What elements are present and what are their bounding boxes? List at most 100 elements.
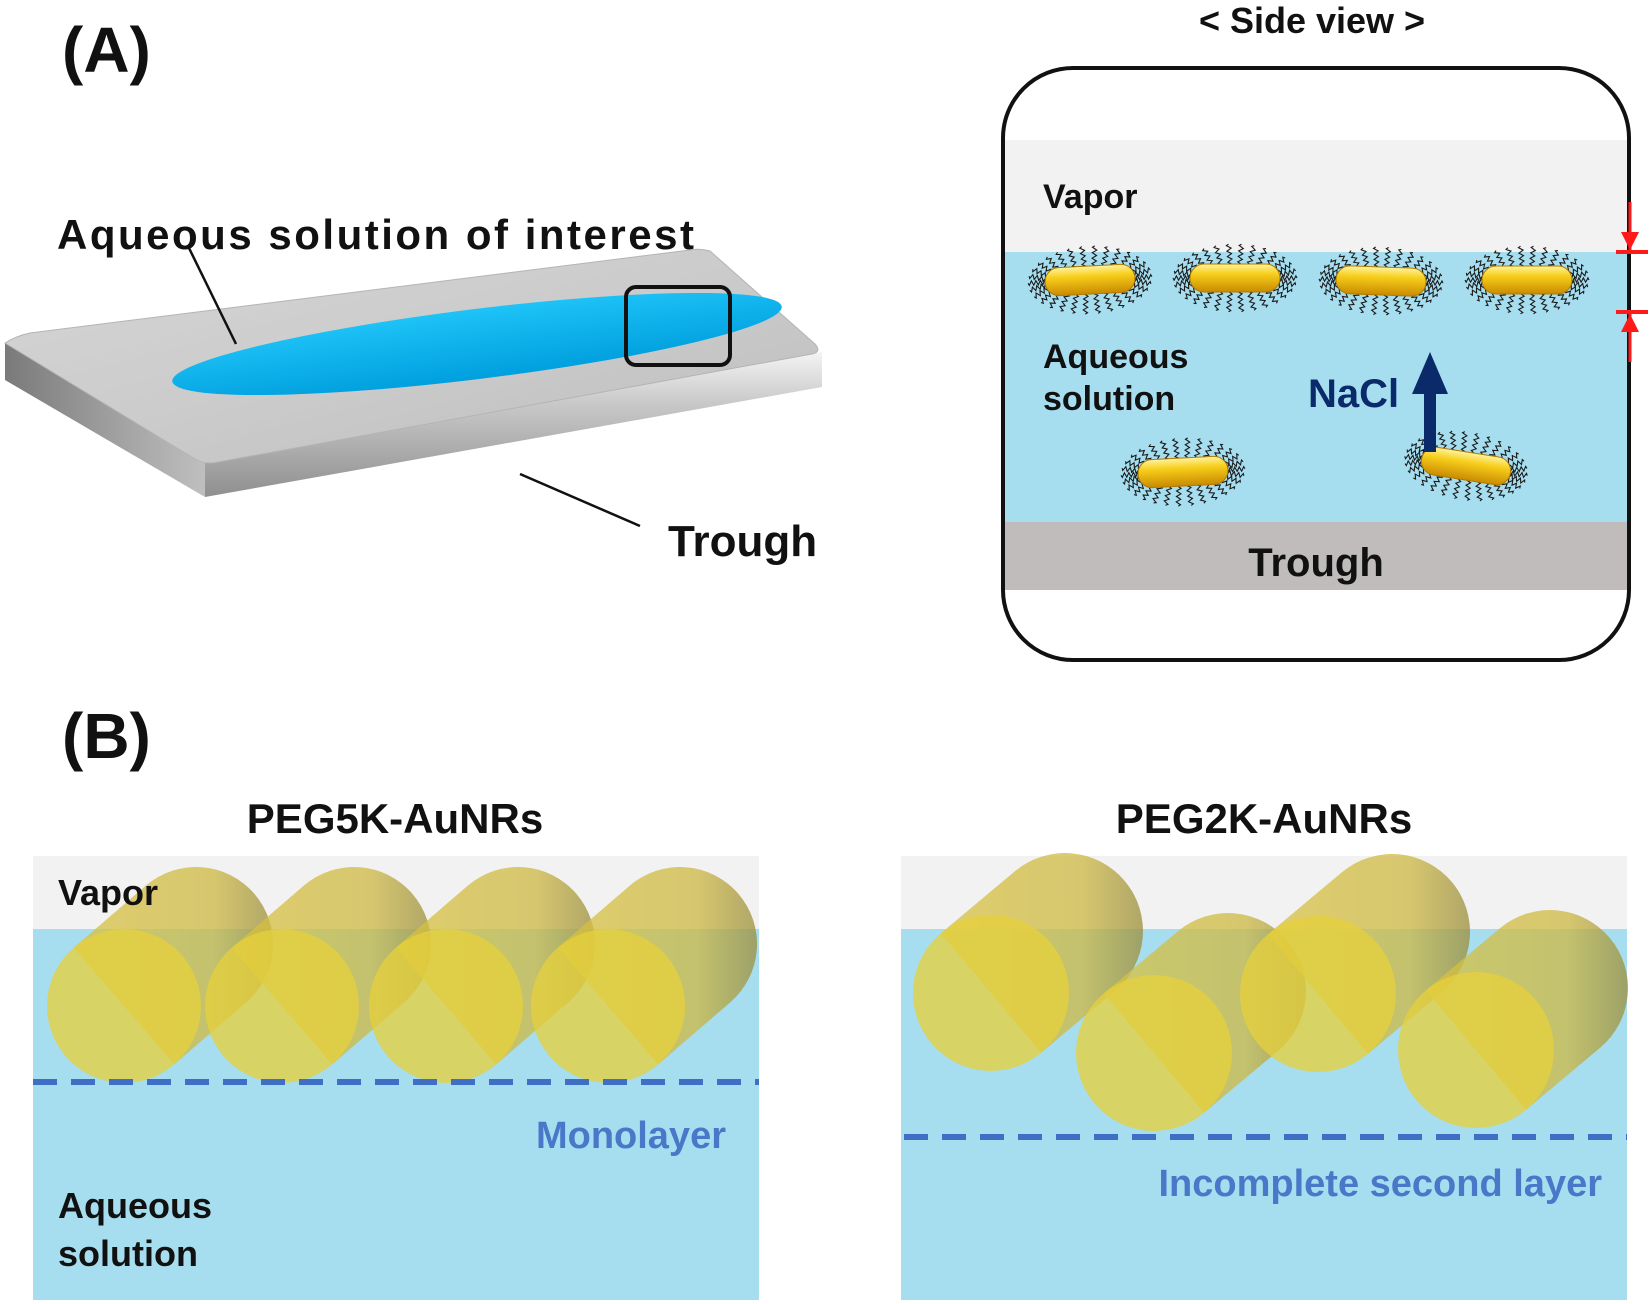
peg-chain (1393, 248, 1404, 271)
peg-chain (1173, 277, 1193, 289)
trough-leader-line (519, 472, 641, 528)
peg-chain (1537, 291, 1549, 313)
peg-chain (1464, 477, 1472, 501)
peg-chain (1569, 269, 1589, 281)
cylinder-end-face (205, 929, 359, 1083)
gold-nanorod-body (1420, 446, 1512, 486)
left-aqueous-label-line2: solution (58, 1233, 198, 1274)
side-view-title: < Side view > (1199, 0, 1425, 41)
trough-front-face (205, 352, 822, 497)
peg-chain (1372, 246, 1380, 270)
peg-chain (1213, 288, 1224, 311)
peg-chain (1185, 483, 1195, 506)
peg-chain (1183, 437, 1191, 461)
peg-chain (1508, 470, 1528, 479)
peg-chain (1225, 458, 1244, 471)
left-monolayer-box (33, 856, 759, 1300)
peg-chain (1225, 289, 1234, 313)
cylinder-end-face (369, 929, 523, 1083)
gold-nanorod-body (1335, 265, 1427, 297)
peg-chain (1159, 440, 1172, 462)
peg-chain (1464, 276, 1484, 284)
gold-nanorod-body (1137, 455, 1229, 489)
peg-chain (1100, 246, 1110, 269)
peg-chain (1358, 291, 1369, 314)
peg-chain (1465, 279, 1485, 291)
side-trough-label: Trough (1248, 541, 1384, 585)
peg-chain (1193, 438, 1203, 461)
peg-chain (1318, 275, 1338, 283)
peg-chain (1173, 268, 1193, 278)
left-aqueous-label-line1: Aqueous (58, 1185, 212, 1226)
aqueous-solution-drop (172, 292, 782, 396)
peg-chain (1172, 274, 1192, 282)
gold-nanorod-body (1044, 263, 1136, 297)
peg-chain (1383, 246, 1392, 270)
gold-nanorod-body (1189, 263, 1281, 293)
peg-chain (1505, 290, 1516, 313)
interface-thickness-marker (1616, 202, 1648, 362)
zoom-region-box (624, 285, 732, 367)
gold-nanorod-body (1481, 265, 1573, 295)
peg-chain (1120, 470, 1140, 479)
peg-chain (1278, 274, 1298, 282)
cylinder-end-face (531, 929, 685, 1083)
peg-chain (1569, 280, 1589, 290)
solution-leader-line (186, 245, 238, 345)
peg-chain (1213, 245, 1225, 267)
side-aqueous-label-line2: solution (1043, 380, 1175, 418)
peg-chain (1517, 291, 1526, 315)
right-cylinders (913, 853, 1628, 1131)
peg-chain (1517, 245, 1526, 269)
cylinder-end-face (1076, 975, 1232, 1131)
left-vapor-label: Vapor (58, 872, 158, 913)
nacl-label: NaCl (1308, 372, 1399, 416)
peg-chain (1424, 279, 1444, 287)
peg-chain (1082, 291, 1090, 315)
side-view-border (1001, 66, 1631, 662)
peg-chain (1404, 458, 1424, 467)
peg-chain (1391, 292, 1402, 315)
peg-chain (1479, 436, 1492, 458)
peg-chain (1440, 474, 1453, 496)
peg-chain (1528, 245, 1537, 269)
peg-chain (1528, 291, 1537, 315)
peg-gold-nanorod (1318, 246, 1444, 316)
peg-chain (1449, 430, 1458, 454)
left-panel-title: PEG5K-AuNRs (247, 795, 543, 842)
peg-chain (1423, 282, 1442, 293)
peg-chain (1319, 278, 1339, 289)
peg-chain (1246, 245, 1257, 268)
peg-chain (1245, 289, 1257, 311)
side-aqueous-label-line1: Aqueous (1043, 338, 1188, 376)
cylinder-end-face (913, 915, 1069, 1071)
peg-chain (1029, 281, 1048, 294)
side-trough-region (1003, 522, 1629, 590)
peg-chain (1236, 243, 1245, 267)
peg-chain (1277, 267, 1297, 279)
cylinder-end-face (1240, 916, 1396, 1072)
peg-gold-nanorod (1120, 437, 1246, 507)
nacl-arrow (1412, 352, 1448, 452)
side-view-frame (1001, 66, 1631, 662)
peg-chain (1507, 473, 1526, 485)
panel-a-label: (A) (62, 14, 151, 86)
peg-chain (1320, 269, 1339, 280)
peg-chain (1508, 465, 1528, 474)
left-cylinders (47, 866, 757, 1083)
peg-chain (1277, 278, 1297, 288)
peg-chain (1225, 469, 1245, 479)
right-panel-title: PEG2K-AuNRs (1116, 795, 1412, 842)
peg-chain (1226, 465, 1246, 474)
peg-chain (1474, 478, 1483, 502)
trough-label: Trough (668, 517, 817, 566)
peg-chain (1132, 277, 1152, 287)
peg-chain (1360, 247, 1371, 270)
trough-left-face (5, 343, 205, 497)
peg-chain (1132, 266, 1151, 279)
peg-chain (1460, 431, 1468, 455)
peg-chain (1092, 291, 1102, 314)
peg-chain (1382, 292, 1390, 316)
gold-nanorod-cylinder (1398, 910, 1628, 1128)
